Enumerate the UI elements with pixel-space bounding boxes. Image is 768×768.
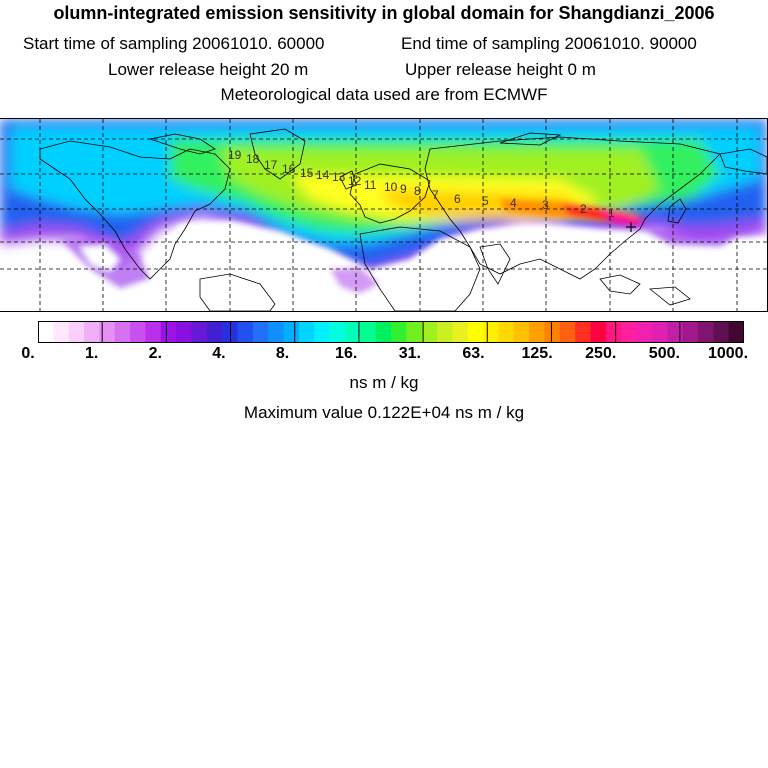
legend-swatch <box>437 321 453 343</box>
trajectory-day-label: 7 <box>432 188 439 202</box>
legend-tick-label: 8. <box>275 345 290 362</box>
trajectory-day-label: 1 <box>608 206 615 220</box>
trajectory-day-label: 13 <box>332 170 346 184</box>
legend-swatch <box>667 321 684 343</box>
map-canvas: 19 18 17 16 15 14 13 12 11 10 9 8 7 6 5 4 3 2 1 <box>0 119 767 311</box>
legend-swatch <box>421 321 438 343</box>
legend-swatch <box>252 321 269 343</box>
legend-swatch <box>268 321 285 343</box>
legend-swatch <box>38 321 54 343</box>
legend-unit: ns m / kg <box>349 373 419 392</box>
legend-swatch <box>575 321 592 343</box>
legend-swatch <box>130 321 147 343</box>
trajectory-day-label: 17 <box>264 158 278 172</box>
legend-tick-label: 16. <box>335 345 358 362</box>
upper-release-label: Upper release height 0 m <box>405 60 596 79</box>
trajectory-day-label: 19 <box>228 148 242 162</box>
legend-swatch <box>329 321 346 343</box>
graticule <box>0 119 767 311</box>
receptor-marker <box>626 222 636 232</box>
plot-title: olumn-integrated emission sensitivity in… <box>53 3 715 23</box>
trajectory-day-label: 4 <box>510 196 517 210</box>
legend-swatch <box>391 321 407 343</box>
legend-tick-label: 1. <box>84 345 99 362</box>
trajectory-day-label: 2 <box>580 202 587 216</box>
legend-swatch <box>498 321 515 343</box>
end-sampling-label: End time of sampling 20061010. 90000 <box>401 34 697 53</box>
trajectory-day-label: 16 <box>282 162 296 176</box>
legend-swatch <box>53 321 70 343</box>
color-legend-bar <box>38 321 744 343</box>
trajectory-day-label: 14 <box>316 168 330 182</box>
legend-swatch <box>298 321 315 343</box>
trajectory-day-label: 6 <box>454 192 461 206</box>
legend-tick-label: 4. <box>212 345 226 362</box>
legend-swatch <box>314 321 331 343</box>
legend-swatch <box>84 321 100 343</box>
met-data-label: Meteorological data used are from ECMWF <box>220 85 548 104</box>
sensitivity-map: 19 18 17 16 15 14 13 12 11 10 9 8 7 6 5 4 3 2 1 <box>0 118 768 312</box>
legend-swatch <box>114 321 131 343</box>
legend-swatch <box>697 321 714 343</box>
trajectory-day-label: 5 <box>482 194 489 208</box>
legend-swatch <box>145 321 162 343</box>
legend-tick-label: 31. <box>398 345 421 362</box>
trajectory-day-label: 11 <box>364 178 377 192</box>
coastlines <box>39 128 767 311</box>
legend-swatch <box>99 321 116 343</box>
legend-swatch <box>452 321 469 343</box>
legend-swatch <box>406 321 423 343</box>
legend-swatch <box>682 321 699 343</box>
trajectory-day-label: 18 <box>246 152 260 166</box>
legend-swatch <box>206 321 223 343</box>
sensitivity-field <box>0 119 767 311</box>
legend-swatch <box>559 321 576 343</box>
start-sampling-label: Start time of sampling 20061010. 60000 <box>23 34 325 53</box>
trajectory-day-label: 3 <box>542 198 549 212</box>
maximum-value-label: Maximum value 0.122E+04 ns m / kg <box>243 403 525 422</box>
legend-swatch <box>467 321 484 343</box>
legend-swatch <box>513 321 530 343</box>
legend-tick-label: 500. <box>648 345 680 362</box>
trajectory-day-label: 9 <box>400 182 407 196</box>
trajectory-day-label: 10 <box>384 180 398 194</box>
legend-swatch <box>160 321 177 343</box>
legend-swatch <box>728 321 744 343</box>
legend-swatch <box>68 321 85 343</box>
legend-swatch <box>544 321 561 343</box>
lower-release-label: Lower release height 20 m <box>108 60 309 79</box>
trajectory-day-label: 8 <box>414 184 421 198</box>
legend-swatch <box>621 321 638 343</box>
legend-swatch <box>176 321 193 343</box>
legend-swatch <box>605 321 622 343</box>
legend-swatch <box>191 321 208 343</box>
trajectory-day-label: 15 <box>300 166 314 180</box>
legend-tick-label: 125. <box>521 345 553 362</box>
legend-swatch <box>529 321 546 343</box>
legend-swatch <box>483 321 500 343</box>
legend-tick-label: 63. <box>462 345 485 362</box>
legend-border <box>38 321 744 343</box>
trajectory-day-label: 12 <box>348 174 362 188</box>
legend-tick-label: 1000. <box>707 345 749 362</box>
legend-swatch <box>344 321 361 343</box>
legend-swatch <box>636 321 653 343</box>
legend-swatch <box>283 321 300 343</box>
legend-swatch <box>360 321 377 343</box>
legend-tick-label: 0. <box>21 345 35 362</box>
trajectory-labels: 19 18 17 16 15 14 13 12 11 10 9 8 7 6 5 4 3 2 1 <box>228 148 615 220</box>
legend-swatch <box>237 321 254 343</box>
legend-swatch <box>590 321 607 343</box>
legend-swatch <box>375 321 392 343</box>
legend-tick-label: 2. <box>148 345 162 362</box>
legend-swatch <box>713 321 730 343</box>
legend-tick-label: 250. <box>585 345 617 362</box>
legend-swatch <box>651 321 668 343</box>
